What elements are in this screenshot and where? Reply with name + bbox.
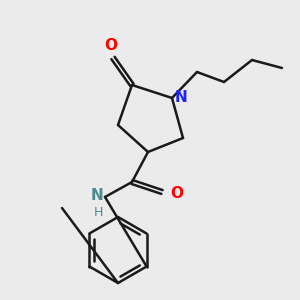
Text: O: O [170,185,183,200]
Text: N: N [90,188,103,203]
Text: N: N [175,89,188,104]
Text: H: H [94,206,103,219]
Text: O: O [104,38,118,53]
